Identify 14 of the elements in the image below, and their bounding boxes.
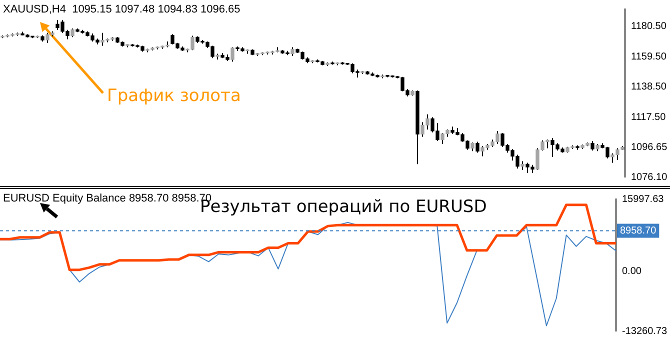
ref-line-label: 8958.70	[620, 226, 657, 237]
y-tick-label: 1117.50	[631, 112, 666, 123]
y-tick-label: 1076.10	[631, 172, 668, 183]
annotation: График золота	[107, 86, 241, 106]
y-tick-label: 15997.63	[622, 194, 664, 205]
y-tick-label: 0.00	[622, 266, 642, 277]
y-tick-label: -13260.73	[622, 326, 668, 337]
chart-title: XAUUSD,H4 1095.15 1097.48 1094.83 1096.65	[3, 4, 240, 16]
candlestick	[476, 141, 480, 154]
y-tick-label: 1159.50	[631, 51, 667, 62]
y-tick-label: 1180.50	[631, 21, 667, 32]
candlestick	[590, 140, 594, 151]
y-tick-label: 1138.50	[631, 82, 667, 93]
y-tick-label: 1096.65	[631, 142, 668, 154]
